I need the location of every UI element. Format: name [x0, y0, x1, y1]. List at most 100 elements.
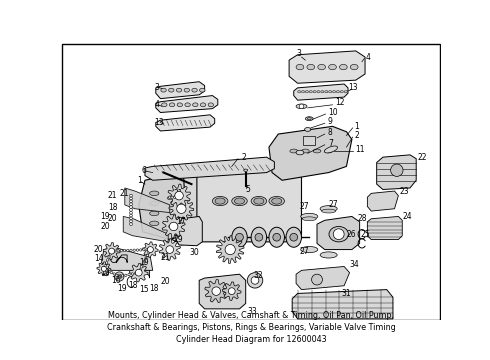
Ellipse shape [333, 91, 336, 93]
Polygon shape [296, 266, 349, 289]
Ellipse shape [296, 64, 304, 70]
Circle shape [170, 225, 172, 227]
Text: 32: 32 [253, 271, 263, 280]
Circle shape [173, 219, 189, 234]
Ellipse shape [244, 169, 247, 171]
Ellipse shape [301, 149, 309, 153]
Ellipse shape [170, 103, 175, 107]
Text: 19: 19 [100, 268, 110, 277]
Ellipse shape [232, 227, 247, 247]
Text: 21: 21 [108, 191, 117, 200]
Text: 27: 27 [300, 247, 310, 256]
Polygon shape [140, 270, 149, 278]
Circle shape [177, 222, 185, 230]
Circle shape [141, 266, 143, 268]
Polygon shape [368, 191, 398, 211]
Text: 21: 21 [173, 189, 183, 198]
Text: 21: 21 [160, 253, 170, 262]
Circle shape [114, 250, 116, 252]
Ellipse shape [305, 127, 311, 131]
Circle shape [138, 271, 140, 274]
Text: 19: 19 [139, 258, 148, 267]
Polygon shape [116, 255, 127, 263]
Circle shape [173, 196, 175, 198]
Circle shape [123, 249, 126, 252]
Text: 20: 20 [94, 245, 103, 254]
Text: 19: 19 [100, 212, 110, 221]
Polygon shape [294, 84, 348, 100]
Ellipse shape [329, 226, 348, 242]
Ellipse shape [320, 206, 337, 212]
Circle shape [177, 204, 186, 213]
Ellipse shape [305, 117, 313, 121]
Polygon shape [317, 216, 360, 249]
Text: 19: 19 [117, 284, 127, 293]
Text: 27: 27 [329, 201, 338, 210]
Ellipse shape [350, 64, 358, 70]
Polygon shape [129, 264, 148, 282]
Circle shape [115, 272, 124, 281]
Circle shape [113, 273, 115, 275]
Circle shape [171, 224, 173, 226]
Ellipse shape [254, 198, 264, 204]
Ellipse shape [320, 252, 337, 258]
Circle shape [175, 192, 183, 200]
Circle shape [129, 217, 132, 220]
Text: 20: 20 [100, 222, 110, 231]
Text: 7: 7 [328, 139, 333, 148]
Circle shape [128, 274, 130, 276]
Circle shape [333, 229, 344, 239]
Ellipse shape [301, 213, 318, 220]
Ellipse shape [317, 91, 320, 93]
Ellipse shape [307, 64, 315, 70]
Ellipse shape [318, 64, 325, 70]
Polygon shape [123, 216, 168, 242]
Circle shape [120, 249, 122, 252]
Circle shape [129, 194, 132, 197]
Circle shape [148, 251, 150, 253]
Circle shape [312, 274, 322, 285]
Circle shape [251, 276, 259, 284]
Ellipse shape [162, 103, 167, 107]
Circle shape [117, 250, 119, 252]
Polygon shape [292, 289, 393, 319]
Circle shape [177, 205, 185, 213]
Ellipse shape [286, 227, 301, 247]
Text: 27: 27 [300, 202, 310, 211]
Circle shape [129, 203, 132, 206]
Polygon shape [205, 280, 228, 302]
Ellipse shape [297, 91, 301, 93]
Ellipse shape [234, 198, 245, 204]
Text: 4: 4 [366, 53, 371, 62]
Polygon shape [377, 155, 416, 189]
Polygon shape [222, 282, 241, 300]
Ellipse shape [251, 227, 267, 247]
Polygon shape [269, 126, 352, 180]
Polygon shape [156, 115, 215, 131]
Circle shape [172, 223, 175, 225]
Polygon shape [199, 274, 245, 309]
Polygon shape [103, 243, 120, 260]
Text: 1: 1 [354, 122, 359, 131]
Circle shape [129, 211, 132, 214]
Circle shape [236, 233, 244, 241]
Polygon shape [185, 163, 301, 242]
Text: 8: 8 [328, 128, 333, 137]
Circle shape [124, 274, 127, 276]
Circle shape [212, 287, 220, 295]
Text: 21: 21 [120, 189, 129, 198]
Bar [303, 136, 316, 145]
Circle shape [140, 249, 142, 251]
Circle shape [129, 200, 132, 203]
Circle shape [133, 249, 135, 251]
Ellipse shape [161, 88, 166, 92]
Circle shape [104, 265, 106, 267]
Ellipse shape [176, 88, 182, 92]
Ellipse shape [192, 88, 197, 92]
Circle shape [109, 253, 112, 255]
Ellipse shape [169, 88, 174, 92]
Circle shape [103, 267, 105, 270]
Text: 25: 25 [361, 230, 370, 239]
Circle shape [142, 263, 144, 265]
Polygon shape [168, 184, 191, 207]
